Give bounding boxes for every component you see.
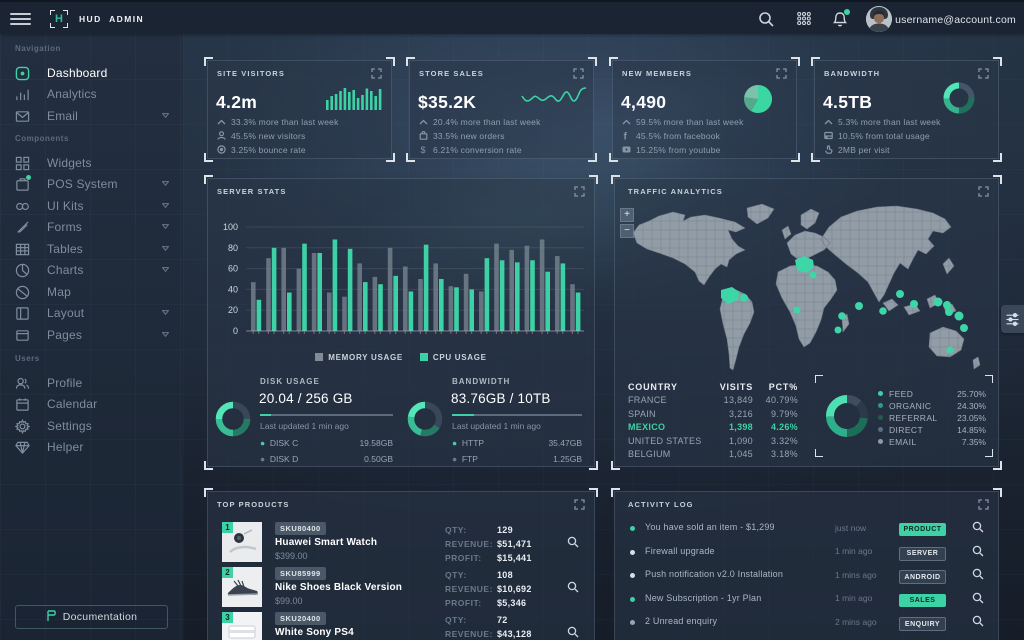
svg-text:20: 20 (228, 305, 238, 315)
svg-text:60: 60 (228, 264, 238, 274)
svg-text:$: $ (421, 145, 426, 154)
svg-text:100: 100 (223, 222, 238, 232)
svg-text:80: 80 (228, 243, 238, 253)
svg-text:40: 40 (228, 284, 238, 294)
svg-text:0: 0 (233, 326, 238, 336)
svg-text:f: f (624, 132, 628, 141)
